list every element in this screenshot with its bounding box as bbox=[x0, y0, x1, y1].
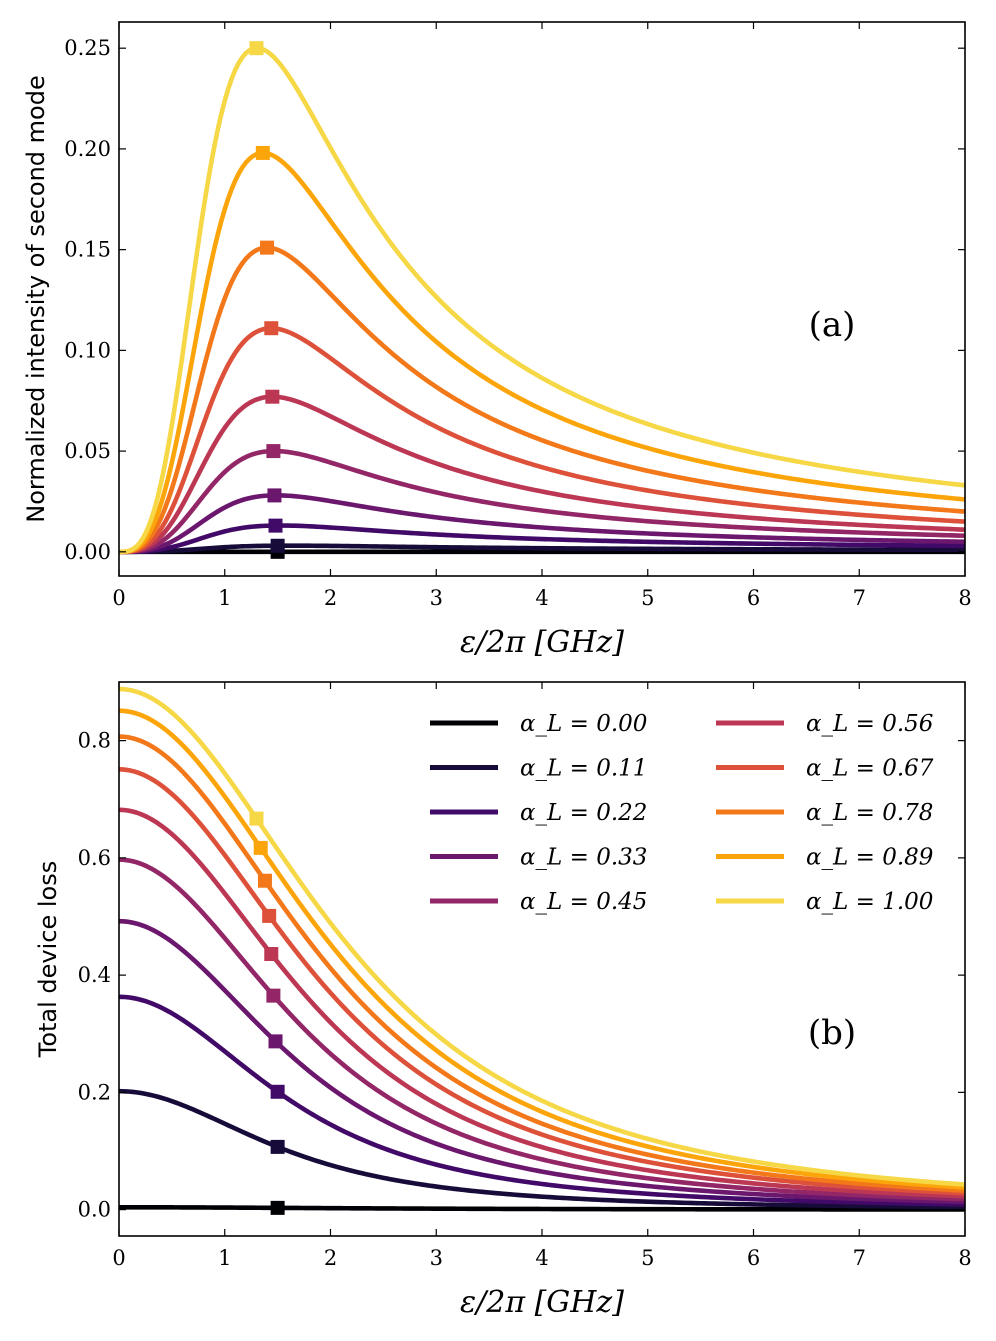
panel-a-xlabel: ε/2π [GHz] bbox=[460, 625, 624, 660]
panel-a-series-5 bbox=[118, 394, 966, 555]
panel-b-ytick-label: 0.0 bbox=[78, 1198, 111, 1222]
legend-label-1: α_L = 0.11 bbox=[520, 756, 647, 782]
panel-b-series-0 bbox=[119, 1204, 965, 1212]
panel-a-peak-marker-6 bbox=[264, 321, 279, 336]
panel-b-ylabel: Total device loss bbox=[34, 861, 62, 1059]
panel-a-peak-marker-7 bbox=[260, 240, 275, 255]
panel-a-markers bbox=[249, 41, 285, 559]
panel-b-marker-1 bbox=[270, 1139, 285, 1154]
panel-a-xtick-label: 2 bbox=[324, 586, 337, 610]
panel-a-ylabel: Normalized intensity of second mode bbox=[22, 75, 50, 522]
panel-a-peak-marker-9 bbox=[249, 41, 264, 56]
panel-b-marker-6 bbox=[262, 908, 277, 923]
panel-b-xlabel: ε/2π [GHz] bbox=[460, 1285, 624, 1320]
legend-label-9: α_L = 1.00 bbox=[806, 889, 933, 915]
panel-a-peak-marker-1 bbox=[270, 538, 285, 553]
panel-b-marker-5 bbox=[264, 947, 279, 962]
panel-b-marker-0 bbox=[270, 1200, 285, 1215]
panel-a-ytick-label: 0.00 bbox=[64, 540, 111, 564]
panel-b-markers bbox=[249, 811, 285, 1215]
panel-a-ytick-label: 0.15 bbox=[64, 238, 111, 262]
panel-b-xtick-label: 1 bbox=[218, 1246, 231, 1270]
panel-b-ytick-label: 0.2 bbox=[78, 1080, 111, 1104]
panel-b-marker-7 bbox=[257, 873, 272, 888]
panel-a-ytick-label: 0.10 bbox=[64, 338, 111, 362]
legend-label-7: α_L = 0.78 bbox=[806, 800, 933, 826]
panel-b: 0 1 2 3 4 5 6 7 8 0.0 0.2 0.4 0.6 0.8 Total device lo… bbox=[34, 681, 972, 1320]
panel-b-marker-4 bbox=[266, 988, 281, 1003]
panel-a-series-1 bbox=[119, 543, 966, 555]
panel-a-xtick-label: 5 bbox=[641, 586, 654, 610]
panel-a-xtick-label: 4 bbox=[535, 586, 548, 610]
panel-a-peak-marker-3 bbox=[267, 488, 282, 503]
panel-a-series-3 bbox=[118, 493, 966, 555]
panel-b-series-2 bbox=[118, 994, 966, 1207]
panel-a-ytick-label: 0.20 bbox=[64, 137, 111, 161]
panel-b-xtick-label: 0 bbox=[112, 1246, 125, 1270]
panel-b-marker-2 bbox=[270, 1084, 285, 1099]
panel-a-xtick-label: 0 bbox=[112, 586, 125, 610]
panel-b-series-3 bbox=[118, 918, 966, 1205]
legend-label-8: α_L = 0.89 bbox=[806, 845, 933, 871]
panel-a-peak-marker-8 bbox=[255, 145, 270, 160]
panel-b-xtick-label: 3 bbox=[430, 1246, 443, 1270]
panel-b-xtick-label: 7 bbox=[853, 1246, 866, 1270]
panel-a-peak-marker-5 bbox=[265, 389, 280, 404]
panel-b-xtick-label: 5 bbox=[641, 1246, 654, 1270]
panel-b-xtick-label: 8 bbox=[958, 1246, 971, 1270]
legend-label-5: α_L = 0.56 bbox=[806, 711, 933, 737]
legend-label-0: α_L = 0.00 bbox=[520, 711, 647, 737]
panel-b-series-5 bbox=[118, 807, 966, 1199]
panel-b-xtick-label: 6 bbox=[747, 1246, 760, 1270]
legend-label-4: α_L = 0.45 bbox=[520, 889, 647, 915]
legend-label-6: α_L = 0.67 bbox=[806, 756, 934, 782]
panel-a: 0 1 2 3 4 5 6 7 8 0.00 0.05 0.10 0.15 0.20 0.25 Normal… bbox=[22, 21, 972, 660]
panel-a-series-7 bbox=[118, 245, 966, 555]
panel-a-ytick-label: 0.25 bbox=[64, 36, 111, 60]
panel-b-ytick-label: 0.6 bbox=[78, 846, 111, 870]
panel-b-series-4 bbox=[118, 857, 966, 1202]
panel-b-marker-9 bbox=[249, 811, 264, 826]
panel-a-ytick-label: 0.05 bbox=[64, 439, 111, 463]
panel-b-series-7 bbox=[118, 734, 966, 1193]
panel-b-legend: α_L = 0.00 α_L = 0.11 α_L = 0.22 α_L = 0.33… bbox=[430, 711, 934, 915]
panel-a-series-2 bbox=[118, 523, 966, 555]
legend-label-2: α_L = 0.22 bbox=[520, 800, 647, 826]
panel-a-xtick-label: 6 bbox=[747, 586, 760, 610]
panel-a-xtick-label: 7 bbox=[853, 586, 866, 610]
panel-b-ticks: 0 1 2 3 4 5 6 7 8 0.0 0.2 0.4 0.6 0.8 bbox=[78, 682, 972, 1270]
panel-b-series-6 bbox=[118, 767, 966, 1196]
panel-a-xtick-label: 1 bbox=[218, 586, 231, 610]
legend-label-3: α_L = 0.33 bbox=[520, 845, 647, 871]
panel-b-marker-8 bbox=[253, 840, 268, 855]
panel-b-ytick-label: 0.4 bbox=[78, 963, 111, 987]
panel-b-marker-3 bbox=[268, 1034, 283, 1049]
panel-b-xtick-label: 4 bbox=[535, 1246, 548, 1270]
panel-b-label: (b) bbox=[808, 1013, 856, 1053]
panel-a-series-6 bbox=[118, 325, 966, 555]
panel-a-xtick-label: 8 bbox=[958, 586, 971, 610]
panel-a-peak-marker-4 bbox=[266, 444, 281, 459]
panel-b-ytick-label: 0.8 bbox=[78, 729, 111, 753]
panel-b-xtick-label: 2 bbox=[324, 1246, 337, 1270]
panel-a-series-4 bbox=[118, 448, 966, 555]
panel-a-peak-marker-2 bbox=[268, 518, 283, 533]
panel-a-label: (a) bbox=[809, 305, 856, 345]
panel-a-curves bbox=[118, 45, 966, 555]
panel-a-ticks: 0 1 2 3 4 5 6 7 8 0.00 0.05 0.10 0.15 0.20 0.25 bbox=[64, 22, 972, 610]
panel-b-series-1 bbox=[118, 1088, 966, 1210]
panel-a-xtick-label: 3 bbox=[430, 586, 443, 610]
